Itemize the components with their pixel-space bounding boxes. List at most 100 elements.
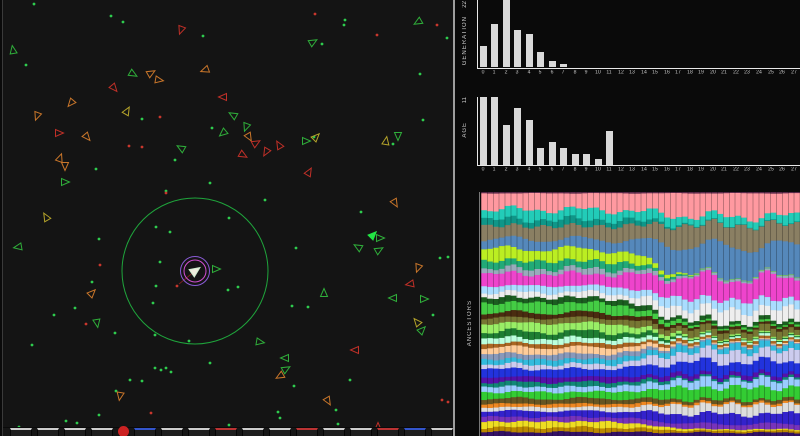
- ancestor-band-segment: [664, 322, 671, 328]
- agent-triangle[interactable]: [227, 110, 239, 121]
- ancestor-band-segment: [711, 429, 718, 432]
- ancestor-band-segment: [740, 379, 748, 382]
- ancestor-band-segment: [504, 398, 511, 404]
- selected-agent-triangle[interactable]: [188, 264, 202, 278]
- strip-thumbnail[interactable]: [350, 428, 372, 436]
- agent-triangle[interactable]: [280, 364, 291, 375]
- agent-triangle[interactable]: [322, 395, 333, 406]
- agent-triangle[interactable]: [175, 143, 187, 154]
- simulation-canvas[interactable]: [3, 0, 453, 427]
- agent-triangle[interactable]: [60, 162, 70, 172]
- agent-triangle[interactable]: [255, 337, 266, 346]
- agent-triangle[interactable]: [279, 353, 289, 363]
- agent-triangle[interactable]: [412, 16, 424, 27]
- agent-triangle[interactable]: [55, 128, 65, 138]
- agent-triangle[interactable]: [274, 370, 286, 381]
- strip-thumbnail[interactable]: [323, 428, 345, 436]
- agent-triangle[interactable]: [352, 242, 364, 253]
- strip-thumbnail[interactable]: [37, 428, 59, 436]
- agent-triangle[interactable]: [413, 262, 424, 274]
- agent-triangle[interactable]: [116, 391, 125, 402]
- agent-triangle[interactable]: [381, 135, 390, 146]
- agent-triangle[interactable]: [127, 68, 138, 79]
- ancestor-band-segment: [693, 378, 700, 381]
- agent-triangle[interactable]: [176, 24, 187, 36]
- agent-triangle[interactable]: [121, 105, 132, 117]
- agent-triangle[interactable]: [303, 166, 314, 178]
- agent-thumbnail-strip[interactable]: [3, 426, 453, 436]
- strip-agent-marker[interactable]: [118, 426, 129, 436]
- agent-triangle[interactable]: [237, 149, 248, 160]
- agent-triangle[interactable]: [404, 279, 415, 288]
- strip-thumbnail[interactable]: [64, 428, 86, 436]
- ancestor-band-segment: [776, 430, 783, 433]
- strip-thumbnail[interactable]: [404, 428, 426, 436]
- agent-triangle[interactable]: [108, 82, 120, 94]
- agent-triangle[interactable]: [41, 211, 52, 223]
- ancestor-band-segment: [699, 295, 706, 304]
- agent-triangle[interactable]: [274, 139, 285, 151]
- agent-triangle[interactable]: [373, 245, 384, 256]
- agent-triangle[interactable]: [32, 110, 43, 122]
- agent-triangle[interactable]: [54, 152, 65, 164]
- agent-triangle[interactable]: [393, 132, 403, 142]
- agent-triangle[interactable]: [416, 324, 428, 336]
- strip-thumbnail[interactable]: [242, 428, 264, 436]
- agent-triangle[interactable]: [92, 318, 101, 329]
- strip-thumbnail[interactable]: [134, 428, 156, 436]
- agent-triangle[interactable]: [411, 316, 423, 328]
- agent-triangle[interactable]: [243, 131, 254, 142]
- ancestor-band-segment: [776, 348, 783, 354]
- strip-thumbnail[interactable]: [269, 428, 291, 436]
- ancestor-band-segment: [587, 376, 594, 381]
- agent-triangle[interactable]: [387, 293, 397, 303]
- ancestor-band-segment: [681, 310, 689, 319]
- ancestor-band-segment: [770, 219, 777, 221]
- strip-thumbnail[interactable]: [377, 428, 399, 436]
- agent-triangle[interactable]: [61, 177, 71, 187]
- agent-triangle[interactable]: [212, 264, 222, 274]
- ancestor-band-segment: [498, 273, 505, 287]
- agent-triangle[interactable]: [367, 229, 379, 241]
- ancestor-band-segment: [687, 276, 694, 278]
- ancestor-band-segment: [705, 211, 712, 220]
- food-dot: [121, 20, 125, 24]
- agent-triangle[interactable]: [81, 131, 93, 143]
- strip-thumbnail[interactable]: [431, 428, 453, 436]
- ancestor-band-segment: [746, 356, 754, 365]
- ancestor-band-segment: [557, 332, 565, 340]
- agent-triangle[interactable]: [261, 146, 272, 157]
- agent-triangle[interactable]: [375, 421, 382, 428]
- strip-thumbnail[interactable]: [91, 428, 113, 436]
- agent-triangle[interactable]: [307, 37, 318, 48]
- ancestor-band-segment: [528, 418, 535, 422]
- agent-triangle[interactable]: [145, 68, 156, 79]
- ancestor-band-segment: [498, 346, 505, 354]
- strip-thumbnail[interactable]: [10, 428, 32, 436]
- agent-triangle[interactable]: [241, 121, 252, 133]
- agent-triangle[interactable]: [319, 287, 329, 297]
- agent-triangle[interactable]: [12, 242, 23, 251]
- agent-triangle[interactable]: [9, 44, 18, 55]
- ancestor-band-segment: [593, 432, 600, 436]
- agent-triangle[interactable]: [65, 97, 77, 109]
- strip-thumbnail[interactable]: [161, 428, 183, 436]
- agent-triangle[interactable]: [389, 197, 400, 208]
- ancestor-band-segment: [752, 329, 759, 338]
- agent-triangle[interactable]: [154, 75, 165, 84]
- strip-thumbnail[interactable]: [188, 428, 210, 436]
- agent-triangle[interactable]: [86, 287, 98, 299]
- agent-triangle[interactable]: [310, 131, 322, 143]
- agent-triangle[interactable]: [420, 294, 430, 304]
- agent-triangle[interactable]: [302, 136, 312, 146]
- simulation-viewport[interactable]: [3, 0, 453, 427]
- strip-thumbnail[interactable]: [215, 428, 237, 436]
- agent-triangle[interactable]: [250, 138, 261, 149]
- histogram-bar: [571, 153, 579, 165]
- agent-triangle[interactable]: [376, 233, 386, 243]
- agent-triangle[interactable]: [217, 92, 227, 102]
- agent-triangle[interactable]: [199, 64, 211, 75]
- strip-thumbnail[interactable]: [296, 428, 318, 436]
- agent-triangle[interactable]: [217, 127, 229, 139]
- agent-triangle[interactable]: [349, 345, 359, 355]
